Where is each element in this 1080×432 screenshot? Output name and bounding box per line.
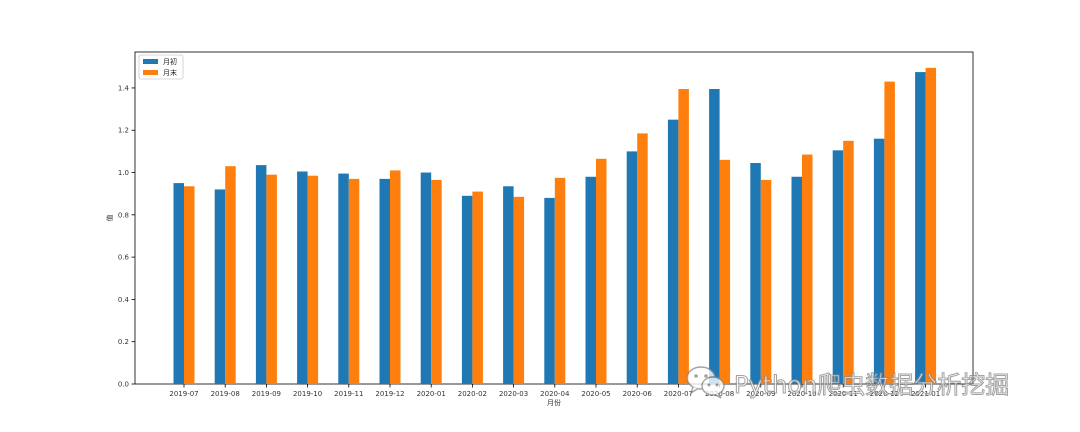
x-tick-label: 2020-03 bbox=[499, 390, 528, 398]
x-tick-label: 2020-04 bbox=[540, 390, 570, 398]
bar-series-1-2020-05 bbox=[585, 176, 596, 384]
watermark-text: Python爬虫数据分析挖掘 bbox=[733, 370, 1010, 399]
bars bbox=[173, 67, 937, 385]
legend-swatch-series-1 bbox=[143, 59, 158, 64]
bar-series-1-2020-06 bbox=[626, 151, 638, 384]
x-tick-label: 2020-02 bbox=[458, 390, 487, 398]
bar-series-1-2020-08 bbox=[709, 89, 720, 384]
bar-series-1-2019-12 bbox=[379, 178, 390, 384]
bar-series-2-2020-03 bbox=[513, 196, 525, 384]
bar-series-2-2020-05 bbox=[596, 158, 607, 384]
bar-series-1-2019-07 bbox=[173, 183, 184, 384]
x-axis-label: 月份 bbox=[547, 398, 561, 407]
x-tick-label: 2021-01 bbox=[911, 390, 940, 398]
x-tick-label: 2020-12 bbox=[870, 390, 899, 398]
bar-series-2-2020-02 bbox=[472, 191, 483, 384]
bar-series-2-2020-12 bbox=[884, 81, 895, 384]
bar-series-2-2019-11 bbox=[348, 178, 360, 384]
bar-series-1-2020-10 bbox=[791, 176, 802, 384]
y-tick-label: 0.0 bbox=[118, 381, 129, 389]
x-tick-label: 2019-09 bbox=[252, 390, 281, 398]
bar-series-1-2021-01 bbox=[915, 72, 926, 384]
bar-series-1-2020-04 bbox=[544, 197, 555, 384]
bar-series-2-2020-10 bbox=[802, 154, 813, 384]
y-tick-label: 0.8 bbox=[118, 211, 129, 219]
bar-series-1-2020-07 bbox=[667, 119, 679, 384]
y-tick-label: 1.0 bbox=[118, 169, 129, 177]
bar-series-1-2020-03 bbox=[503, 186, 514, 384]
y-tick-label: 0.4 bbox=[118, 296, 130, 304]
legend-label-series-2: 月末 bbox=[163, 68, 177, 77]
legend-swatch-series-2 bbox=[143, 70, 158, 75]
bar-series-2-2019-08 bbox=[225, 166, 236, 384]
bar-series-1-2020-12 bbox=[873, 138, 885, 384]
x-tick-label: 2020-07 bbox=[664, 390, 693, 398]
bar-series-2-2021-01 bbox=[925, 67, 937, 385]
x-tick-label: 2020-09 bbox=[746, 390, 775, 398]
legend: 月初 月末 bbox=[138, 54, 184, 80]
bar-series-1-2019-09 bbox=[255, 165, 267, 384]
bar-series-1-2020-01 bbox=[420, 172, 432, 384]
bar-series-2-2020-11 bbox=[843, 140, 854, 384]
y-tick-label: 0.6 bbox=[118, 254, 130, 262]
x-tick-label: 2019-12 bbox=[375, 390, 404, 398]
x-tick-label: 2020-05 bbox=[581, 390, 610, 398]
x-tick-label: 2019-10 bbox=[293, 390, 322, 398]
watermark: Python爬虫数据分析挖掘 bbox=[684, 362, 1010, 402]
bar-series-2-2019-12 bbox=[390, 170, 401, 384]
y-tick-label: 1.4 bbox=[118, 84, 130, 92]
x-tick-label: 2019-07 bbox=[169, 390, 198, 398]
bar-series-1-2020-09 bbox=[750, 163, 761, 384]
bar-series-2-2020-08 bbox=[719, 159, 731, 384]
y-tick-label: 1.2 bbox=[118, 127, 129, 135]
x-tick-label: 2020-06 bbox=[623, 390, 653, 398]
x-tick-label: 2020-10 bbox=[787, 390, 816, 398]
bar-series-2-2019-10 bbox=[307, 175, 319, 384]
bar-series-2-2020-01 bbox=[431, 179, 442, 384]
bar-series-2-2020-06 bbox=[637, 133, 648, 384]
bar-series-2-2019-09 bbox=[266, 174, 277, 384]
bar-series-1-2019-10 bbox=[297, 171, 308, 384]
wechat-icon bbox=[686, 366, 725, 399]
bar-series-2-2020-09 bbox=[760, 179, 772, 384]
y-axis-label: 值 bbox=[105, 215, 114, 222]
bar-series-2-2019-07 bbox=[184, 186, 195, 384]
bar-series-1-2020-11 bbox=[832, 150, 844, 384]
bar-series-1-2019-11 bbox=[338, 173, 349, 384]
x-tick-label: 2019-08 bbox=[211, 390, 240, 398]
bar-series-1-2020-02 bbox=[461, 195, 473, 384]
bar-series-2-2020-04 bbox=[554, 177, 566, 384]
legend-label-series-1: 月初 bbox=[163, 57, 177, 66]
y-axis: 0.0 0.2 0.4 0.6 0.8 1.0 1.2 1.4 bbox=[118, 84, 135, 389]
bar-series-2-2020-07 bbox=[678, 89, 689, 384]
x-tick-label: 2020-11 bbox=[829, 390, 858, 398]
x-tick-label: 2019-11 bbox=[334, 390, 363, 398]
x-tick-label: 2020-01 bbox=[417, 390, 446, 398]
bar-series-1-2019-08 bbox=[214, 189, 226, 384]
y-tick-label: 0.2 bbox=[118, 338, 129, 346]
